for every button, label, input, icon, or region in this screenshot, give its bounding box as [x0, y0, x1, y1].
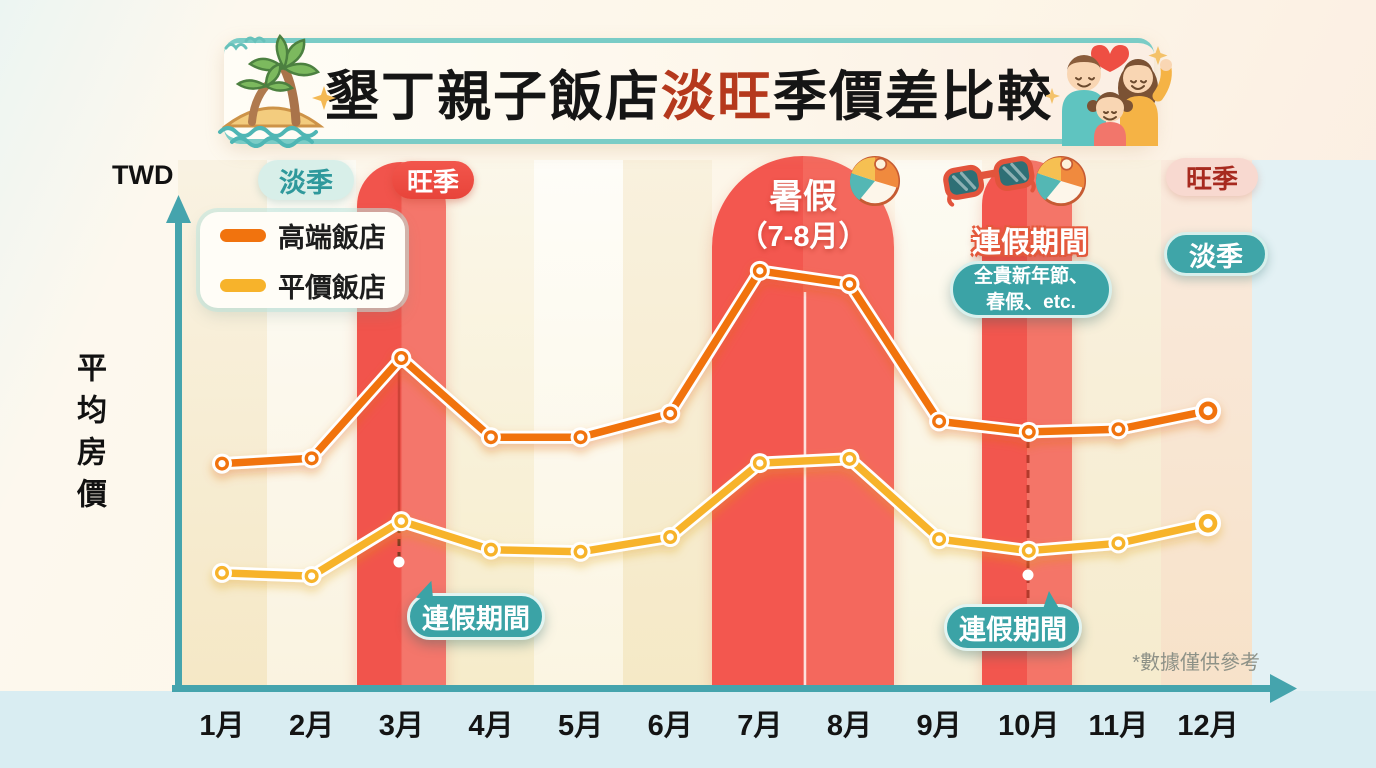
data-point: [576, 433, 585, 441]
data-point: [1025, 547, 1033, 555]
x-tick-label-4: 4月: [468, 710, 514, 742]
data-point: [1114, 425, 1122, 433]
data-point: [845, 280, 854, 288]
data-point: [666, 533, 674, 541]
peak-band-summer: [712, 156, 894, 688]
x-axis-arrow-icon: [1270, 674, 1297, 703]
x-tick-label-8: 8月: [826, 710, 873, 742]
data-point: [487, 546, 495, 554]
data-point: [1025, 428, 1033, 436]
holiday-note-pill: 全貴新年節、 春假、etc.: [950, 261, 1112, 318]
y-axis-label: 平均房價: [72, 352, 105, 520]
x-tick-label-2: 2月: [289, 710, 335, 742]
legend-label: 平價飯店: [278, 272, 386, 303]
holiday-period-title: 連假期間: [971, 227, 1088, 259]
y-axis-arrow-icon: [166, 195, 191, 223]
legend-item-budget: 平價飯店: [220, 266, 405, 305]
x-tick-label-7: 7月: [737, 710, 783, 742]
x-tick-label-3: 3月: [378, 710, 424, 742]
heart-icon: [1091, 45, 1129, 72]
data-point: [218, 460, 226, 468]
data-point: [756, 267, 764, 275]
summer-vacation-label: 暑假 （7-8月）: [712, 176, 894, 255]
peak-season-tag-right: 旺季: [1166, 158, 1258, 196]
bottom-axis-panel: [0, 691, 1376, 768]
summer-line2: （7-8月）: [738, 220, 868, 253]
data-point: [308, 572, 316, 580]
legend-item-highend: 高端飯店: [220, 216, 405, 255]
right-margin-panel: [1252, 160, 1376, 692]
x-tick-label-11: 11月: [1088, 710, 1149, 742]
data-point: [1203, 518, 1213, 528]
title-banner: 墾丁親子飯店淡旺季價差比較: [224, 38, 1154, 144]
page-title: 墾丁親子飯店淡旺季價差比較: [325, 52, 1053, 131]
y-axis-unit-label: TWD: [112, 160, 174, 190]
palm-island-icon: [218, 34, 336, 148]
sunglasses-icon: [943, 156, 1036, 207]
holiday-note-line1: 全貴新年節、: [973, 265, 1088, 287]
data-point: [756, 459, 764, 467]
data-point: [576, 548, 585, 556]
title-prefix: 墾丁親子飯店: [325, 66, 661, 127]
x-axis: [172, 674, 1297, 703]
x-tick-label-12: 12月: [1177, 710, 1239, 742]
beach-ball-icon: [1035, 155, 1087, 207]
sparkle-icon: [312, 86, 336, 110]
holiday-marker-dot: [1022, 569, 1034, 581]
off-season-tag-left: 淡季: [258, 160, 354, 200]
data-point: [397, 354, 405, 362]
data-point: [935, 535, 943, 543]
series-line-高端飯店: [212, 260, 1222, 474]
x-tick-label-1: 1月: [199, 710, 245, 742]
x-axis-labels: 1月 2月 3月 4月 5月 6月 7月 8月 9月 10月 11月 12月: [0, 702, 1376, 742]
holiday-note-line2: 春假、etc.: [986, 291, 1076, 313]
holiday-callout-right: 連假期間: [944, 604, 1082, 651]
x-tick-label-10: 10月: [998, 710, 1060, 742]
data-point: [218, 569, 226, 577]
beach-ball-icon: [849, 155, 901, 207]
sparkle-icon: [1046, 88, 1060, 104]
data-point: [1114, 539, 1122, 547]
line-swatch-highend: [220, 228, 266, 242]
data-point: [1203, 406, 1213, 416]
family-icon: [1046, 45, 1172, 146]
data-point: [666, 409, 674, 418]
title-suffix: 季價差比較: [773, 66, 1053, 127]
legend-label: 高端飯店: [278, 222, 386, 253]
holiday-marker-dot: [393, 556, 405, 568]
data-point: [397, 517, 405, 525]
data-point: [935, 417, 943, 425]
data-point: [308, 454, 316, 462]
x-tick-label-5: 5月: [557, 710, 604, 742]
summer-line1: 暑假: [769, 178, 837, 216]
peak-season-tag-left: 旺季: [392, 161, 474, 199]
footnote: *數據僅供參考: [1132, 652, 1260, 674]
title-highlight: 淡旺: [661, 66, 773, 127]
legend: 高端飯店 平價飯店: [200, 212, 405, 308]
x-tick-label-6: 6月: [647, 710, 693, 742]
y-axis: [166, 195, 191, 688]
off-season-tag-right: 淡季: [1164, 232, 1268, 276]
line-swatch-budget: [220, 278, 266, 292]
data-point: [487, 433, 495, 441]
series-line-平價飯店: [212, 448, 1222, 587]
data-point: [845, 455, 854, 463]
x-tick-label-9: 9月: [916, 710, 962, 742]
sparkle-icon: [1148, 46, 1168, 65]
holiday-callout-left: 連假期間: [407, 593, 545, 640]
